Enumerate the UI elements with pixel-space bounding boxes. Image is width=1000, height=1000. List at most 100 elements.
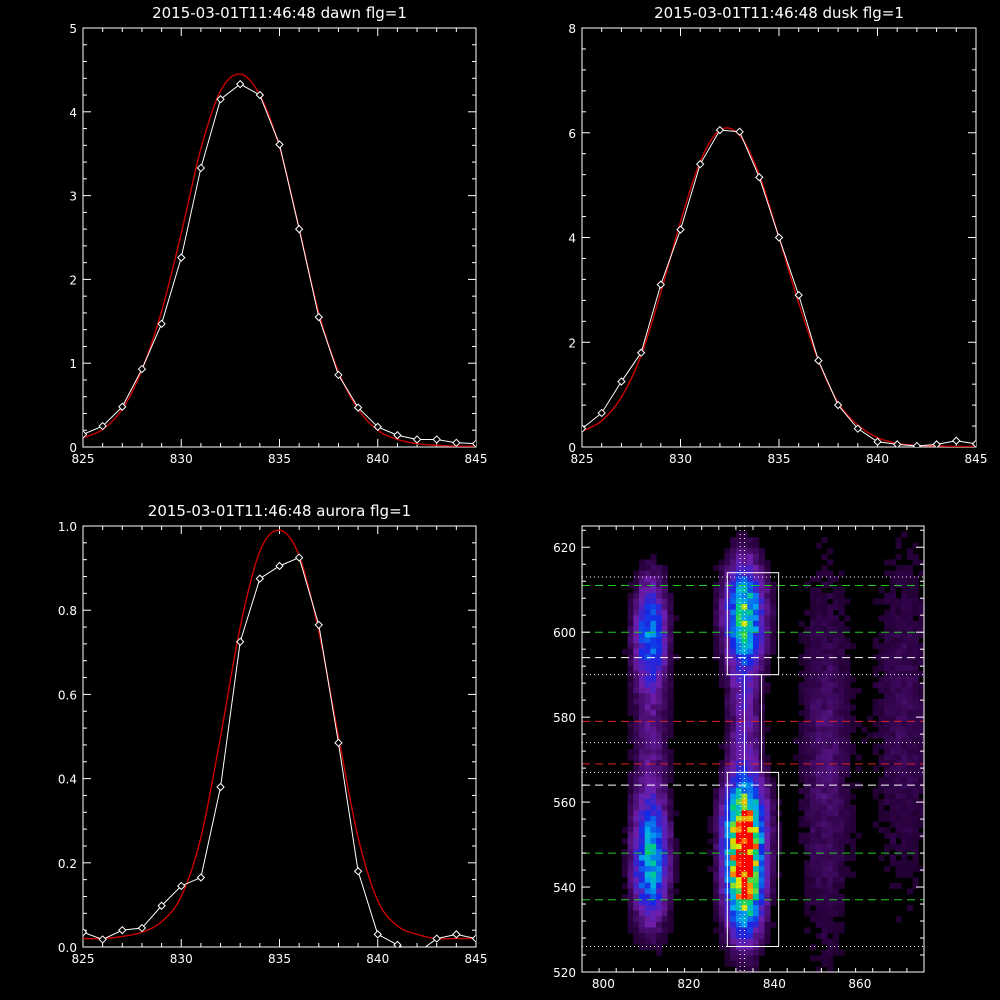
heatmap-cell	[730, 804, 737, 811]
heatmap-cell	[906, 743, 914, 750]
heatmap-cell	[753, 598, 760, 605]
heatmap-cell	[650, 631, 657, 638]
heatmap-cell	[644, 771, 651, 778]
heatmap-cell	[832, 921, 839, 928]
heatmap-cell	[827, 659, 834, 666]
heatmap-cell	[753, 871, 760, 878]
heatmap-cell	[804, 843, 811, 850]
heatmap-cell	[661, 604, 668, 611]
heatmap-cell	[735, 866, 743, 873]
heatmap-cell	[718, 893, 725, 901]
heatmap-cell	[827, 592, 834, 599]
heatmap-cell	[912, 631, 919, 638]
heatmap-cell	[878, 698, 885, 705]
heatmap-cell	[855, 754, 862, 761]
heatmap-cell	[804, 732, 811, 739]
heatmap-cell	[821, 693, 828, 700]
heatmap-cell	[741, 548, 748, 555]
heatmap-cell	[747, 737, 754, 744]
heatmap-cell	[639, 715, 646, 722]
heatmap-cell	[901, 854, 908, 861]
heatmap-cell	[661, 676, 668, 683]
heatmap-cell	[644, 854, 651, 861]
heatmap-cell	[804, 743, 811, 750]
heatmap-cell	[747, 944, 754, 951]
heatmap-cell	[639, 810, 646, 817]
heatmap-cell	[804, 832, 811, 839]
heatmap-cell	[667, 899, 674, 906]
heatmap-cell	[895, 604, 902, 611]
heatmap-cell	[713, 854, 720, 861]
heatmap-cell	[804, 760, 811, 767]
heatmap-cell	[872, 732, 879, 739]
heatmap-cell	[713, 598, 720, 605]
heatmap-cell	[667, 810, 674, 817]
heatmap-cell	[804, 609, 811, 616]
heatmap-cell	[639, 576, 646, 583]
heatmap-cell	[821, 709, 828, 717]
heatmap-cell	[730, 565, 737, 572]
y-tick-label: 2	[568, 336, 576, 350]
heatmap-cell	[747, 732, 754, 739]
heatmap-cell	[832, 866, 839, 873]
x-tick-label: 840	[366, 452, 389, 466]
heatmap-cell	[884, 815, 891, 822]
heatmap-cell	[758, 648, 765, 655]
heatmap-cell	[667, 910, 674, 917]
heatmap-cell	[747, 793, 754, 800]
heatmap-cell	[810, 793, 817, 800]
heatmap-cell	[884, 693, 891, 700]
data-point-marker	[137, 364, 147, 374]
heatmap-cell	[633, 615, 640, 622]
data-point-marker	[255, 90, 265, 100]
heatmap-cell	[713, 871, 720, 878]
heatmap-cell	[627, 698, 634, 705]
heatmap-cell	[656, 782, 663, 789]
heatmap-cell	[815, 743, 822, 750]
heatmap-cell	[906, 682, 914, 689]
heatmap-cell	[810, 693, 817, 700]
heatmap-cell	[639, 771, 646, 778]
heatmap-cell	[827, 682, 834, 689]
heatmap-cell	[713, 866, 720, 873]
heatmap-cell	[895, 721, 902, 728]
data-point-marker	[314, 620, 324, 630]
heatmap-cell	[644, 910, 651, 917]
heatmap-cell	[735, 665, 743, 672]
heatmap-cell	[650, 659, 657, 666]
heatmap-cell	[758, 570, 765, 577]
heatmap-cell	[758, 581, 765, 588]
heatmap-cell	[815, 576, 822, 583]
heatmap-cell	[912, 682, 919, 689]
heatmap-cell	[707, 815, 714, 822]
heatmap-cell	[912, 866, 919, 873]
heatmap-cell	[844, 810, 851, 817]
heatmap-cell	[821, 866, 828, 873]
heatmap-cell	[747, 877, 754, 884]
heatmap-cell	[713, 637, 720, 644]
heatmap-cell	[667, 665, 674, 672]
heatmap-cell	[718, 631, 725, 638]
heatmap-cell	[650, 799, 657, 806]
heatmap-cell	[718, 804, 725, 811]
heatmap-cell	[832, 938, 839, 945]
heatmap-cell	[741, 882, 748, 889]
heatmap-cell	[764, 815, 771, 822]
heatmap-cell	[884, 559, 891, 566]
heatmap-cell	[804, 581, 811, 588]
heatmap-cell	[735, 709, 743, 717]
data-point-marker	[275, 140, 284, 149]
heatmap-cell	[656, 576, 663, 583]
heatmap-cell	[753, 732, 760, 739]
heatmap-cell	[656, 620, 663, 627]
heatmap-cell	[667, 799, 674, 806]
heatmap-cell	[741, 637, 748, 644]
heatmap-cell	[821, 927, 828, 934]
data-point-marker	[235, 637, 245, 646]
heatmap-cell	[667, 877, 674, 884]
heatmap-cell	[832, 693, 839, 700]
heatmap-cell	[827, 832, 834, 839]
heatmap-cell	[918, 726, 925, 733]
heatmap-cell	[804, 670, 811, 678]
heatmap-cell	[713, 905, 720, 912]
